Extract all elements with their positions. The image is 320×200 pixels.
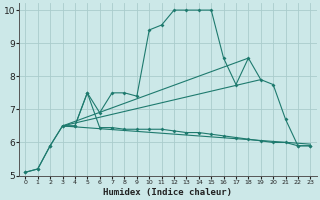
X-axis label: Humidex (Indice chaleur): Humidex (Indice chaleur) bbox=[103, 188, 232, 197]
